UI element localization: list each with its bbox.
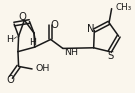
Text: O: O: [50, 20, 58, 30]
Text: OH: OH: [36, 64, 50, 73]
Text: O: O: [18, 12, 26, 22]
Text: N: N: [87, 24, 94, 34]
Text: CH₃: CH₃: [115, 3, 131, 12]
Text: S: S: [107, 51, 114, 61]
Text: H: H: [29, 38, 36, 47]
Text: O: O: [6, 75, 14, 85]
Text: NH: NH: [64, 48, 78, 57]
Text: H: H: [6, 35, 13, 44]
